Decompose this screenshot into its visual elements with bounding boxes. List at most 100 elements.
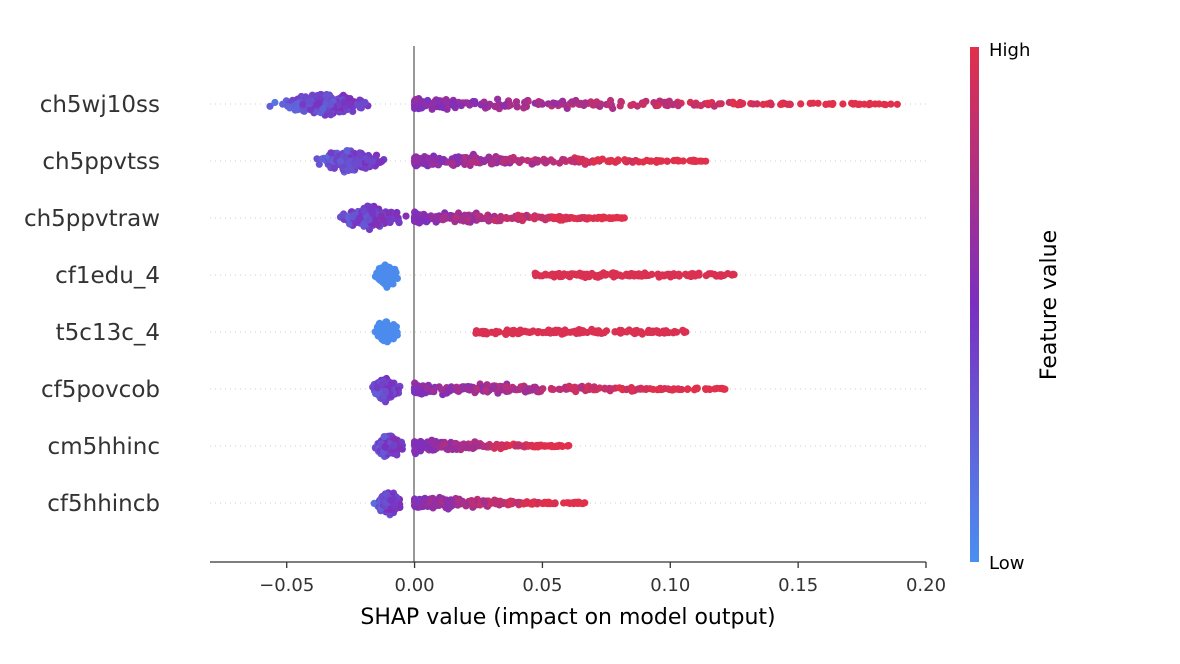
data-point (577, 384, 586, 392)
x-tick-label: 0.00 (395, 575, 435, 596)
data-point (578, 326, 586, 335)
data-point (385, 209, 393, 217)
feature-label: ch5ppvtss (42, 149, 160, 175)
data-point (581, 499, 589, 507)
data-point (443, 445, 451, 453)
x-tick-label: −0.05 (259, 575, 314, 596)
data-point (547, 384, 555, 393)
data-point (418, 501, 426, 509)
data-point (463, 99, 471, 107)
data-point (617, 326, 626, 335)
data-point (652, 157, 661, 165)
data-point (539, 329, 547, 337)
data-point (570, 383, 578, 392)
data-point (565, 272, 573, 280)
x-tick-label: 0.20 (906, 575, 946, 596)
data-point (413, 389, 422, 397)
data-point (323, 90, 331, 99)
data-point (711, 385, 719, 393)
feature-label: cf5povcob (41, 377, 160, 403)
data-point (533, 388, 541, 396)
data-point (481, 157, 489, 165)
data-point (470, 444, 478, 452)
data-point (491, 216, 499, 225)
x-axis-title: SHAP value (impact on model output) (360, 605, 775, 630)
data-point (582, 157, 590, 165)
data-point (299, 100, 307, 109)
data-point (521, 388, 530, 396)
data-point (467, 497, 476, 505)
data-point (437, 102, 446, 110)
data-point (552, 100, 560, 108)
data-point (482, 386, 490, 394)
data-point (386, 217, 394, 225)
data-point (379, 216, 388, 224)
data-point (631, 270, 640, 278)
data-point (413, 496, 421, 504)
data-point (464, 385, 472, 393)
data-point (380, 433, 388, 441)
data-point (459, 441, 467, 449)
data-point (806, 99, 814, 107)
data-point (306, 106, 315, 114)
data-point (520, 104, 528, 112)
feature-label: cm5hhinc (48, 434, 160, 460)
data-point (330, 164, 338, 172)
feature-label: t5c13c_4 (56, 320, 160, 346)
data-point (698, 157, 706, 165)
data-point (646, 328, 654, 337)
data-point (433, 214, 441, 222)
data-point (652, 327, 661, 335)
data-point (327, 149, 335, 157)
feature-label: ch5ppvtraw (24, 206, 160, 232)
data-point (595, 213, 603, 221)
data-point (664, 101, 672, 109)
data-point (452, 213, 460, 222)
data-point (502, 383, 510, 391)
data-point (412, 209, 420, 217)
data-point (583, 328, 592, 337)
data-point (778, 100, 786, 108)
data-point (481, 102, 489, 110)
data-point (375, 272, 383, 280)
feature-label: cf5hhincb (47, 491, 160, 517)
data-point (381, 387, 390, 395)
data-point (550, 213, 559, 221)
data-point (717, 100, 725, 108)
data-point (623, 385, 631, 393)
data-point (605, 100, 613, 108)
data-point (580, 214, 589, 222)
data-point (315, 160, 323, 168)
data-point (593, 156, 602, 165)
data-point (649, 385, 657, 393)
data-point (654, 270, 662, 278)
data-point (533, 158, 542, 166)
data-point (565, 499, 573, 507)
data-point (632, 156, 640, 165)
data-point (583, 270, 591, 278)
data-point (291, 106, 299, 114)
data-point (854, 100, 862, 108)
data-point (327, 111, 335, 119)
data-point (472, 158, 480, 166)
data-point (620, 214, 628, 222)
data-point (545, 326, 553, 334)
data-point (880, 100, 888, 108)
data-point (704, 385, 713, 393)
data-point (515, 213, 523, 221)
data-point (387, 380, 395, 388)
data-point (454, 386, 462, 394)
data-point (472, 384, 481, 393)
data-point (670, 156, 678, 165)
data-point (543, 158, 551, 166)
data-point (499, 499, 507, 507)
data-point (520, 500, 528, 508)
data-point (629, 328, 637, 337)
data-point (594, 272, 603, 280)
data-point (577, 99, 585, 107)
data-point (607, 156, 615, 165)
data-point (429, 440, 437, 448)
data-point (525, 442, 533, 450)
data-point (424, 154, 432, 162)
data-point (350, 211, 358, 219)
